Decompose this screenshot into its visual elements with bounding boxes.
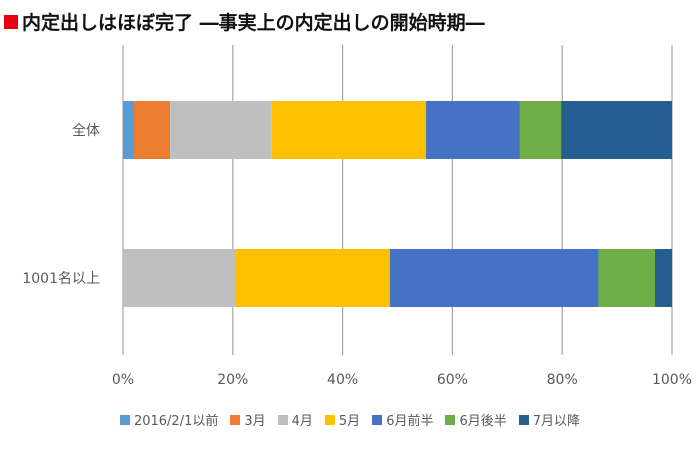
legend-label: 3月: [244, 414, 266, 429]
x-tick-label: 0%: [112, 372, 134, 388]
legend-item: 5月: [324, 410, 361, 429]
legend-label: 5月: [338, 414, 361, 429]
red-square-icon: [4, 14, 18, 29]
bar-segment: [598, 249, 655, 307]
bar-segment: [123, 101, 134, 159]
legend-swatch: [277, 414, 288, 425]
legend: 2016/2/1以前 3月 4月 5月 6月前半 6月後半 7月以降: [0, 410, 700, 429]
bar-segment: [133, 101, 171, 159]
bar-segment: [654, 249, 672, 307]
legend-swatch: [119, 414, 130, 425]
bar-segment: [389, 249, 599, 307]
x-tick-label: 20%: [217, 372, 248, 388]
y-tick-label: 全体: [72, 122, 100, 139]
x-tick-label: 60%: [437, 372, 468, 388]
chart-title-text: 内定出しはほぼ完了 ―事実上の内定出しの開始時期―: [22, 12, 485, 34]
bar-segment: [519, 101, 562, 159]
legend-swatch: [230, 414, 241, 425]
legend-swatch: [445, 414, 456, 425]
legend-swatch: [324, 414, 335, 425]
legend-item: 6月前半: [372, 410, 433, 429]
x-tick-label: 40%: [327, 372, 358, 388]
legend-label: 4月: [291, 414, 313, 429]
bar-segment: [123, 249, 236, 307]
legend-label: 7月以降: [532, 414, 581, 429]
legend-label: 2016/2/1以前: [133, 414, 219, 429]
legend-item: 4月: [277, 410, 313, 429]
legend-label: 6月後半: [459, 414, 507, 429]
legend-swatch: [372, 414, 383, 425]
legend-label: 6月前半: [386, 414, 434, 429]
legend-item: 6月後半: [445, 410, 507, 429]
bar-segment: [426, 101, 520, 159]
chart-title: 内定出しはほぼ完了 ―事実上の内定出しの開始時期―: [4, 8, 485, 35]
bar-segment: [561, 101, 672, 159]
legend-item: 2016/2/1以前: [119, 410, 219, 429]
legend-swatch: [518, 414, 529, 425]
x-tick-label: 100%: [652, 372, 692, 388]
bar-segment: [235, 249, 390, 307]
legend-item: 7月以降: [518, 410, 581, 429]
x-tick-label: 80%: [547, 372, 578, 388]
bar-segment: [170, 101, 272, 159]
bar-segment: [271, 101, 427, 159]
y-tick-label: 1001名以上: [22, 271, 100, 287]
legend-item: 3月: [230, 410, 266, 429]
